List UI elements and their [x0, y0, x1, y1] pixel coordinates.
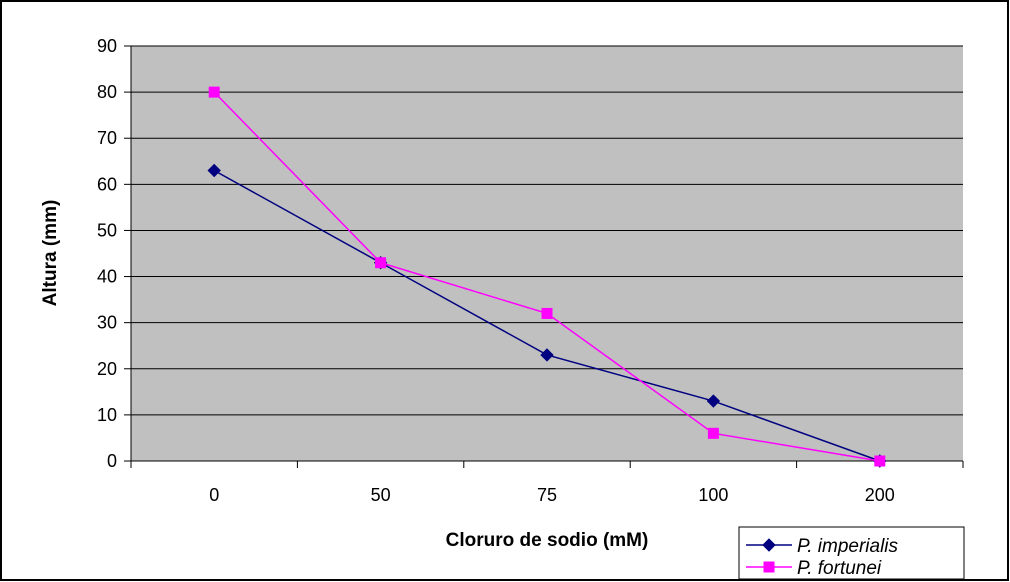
x-axis-title: Cloruro de sodio (mM) — [446, 530, 649, 551]
x-tick-label: 0 — [209, 485, 219, 505]
data-point — [706, 394, 721, 408]
y-tick-label: 0 — [107, 451, 117, 471]
data-point — [541, 307, 553, 319]
axes — [130, 46, 963, 462]
y-tick-label: 70 — [97, 128, 117, 148]
x-axis-ticks: 0 50 75 100 200 — [130, 461, 964, 505]
data-point — [874, 455, 886, 467]
legend-marker — [763, 561, 775, 573]
series-2 — [208, 86, 886, 467]
y-axis-title: Altura (mm) — [40, 200, 61, 307]
data-point — [208, 86, 220, 98]
series-group — [207, 86, 887, 468]
y-tick-label: 30 — [97, 313, 117, 333]
legend-box — [738, 526, 965, 580]
x-tick-label: 50 — [371, 485, 391, 505]
legend-label: P. imperialis — [797, 536, 899, 557]
data-point — [375, 257, 387, 269]
y-tick-label: 40 — [97, 267, 117, 287]
x-tick-label: 75 — [537, 485, 557, 505]
data-point — [207, 163, 221, 178]
y-tick-label: 10 — [97, 405, 117, 425]
legend-marker — [762, 538, 776, 552]
legend-label: P. fortunei — [797, 558, 882, 579]
y-tick-label: 90 — [97, 36, 117, 56]
y-tick-label: 20 — [97, 359, 117, 379]
x-tick-label: 200 — [865, 485, 895, 505]
plot-area — [131, 46, 963, 461]
y-tick-label: 50 — [97, 220, 117, 240]
series-1 — [207, 163, 887, 468]
gridlines — [131, 45, 963, 416]
y-tick-label: 60 — [97, 174, 117, 194]
data-point — [540, 348, 554, 362]
y-tick-label: 80 — [97, 82, 117, 102]
x-tick-label: 100 — [698, 485, 728, 505]
y-axis-ticks: 0 10 20 30 40 50 60 70 80 90 — [97, 36, 131, 471]
data-point — [707, 427, 719, 439]
